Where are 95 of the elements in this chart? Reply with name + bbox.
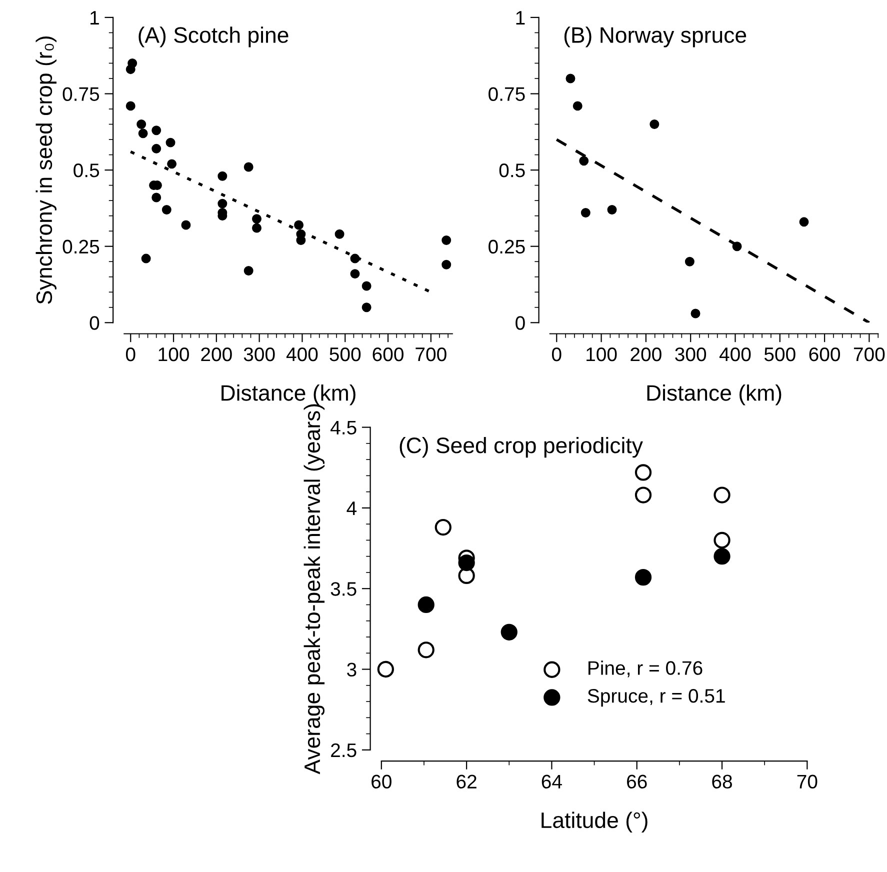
point xyxy=(500,624,518,640)
x-tick-label: 0 xyxy=(552,347,562,362)
chart-title: (C) Seed crop periodicity xyxy=(400,436,643,458)
point xyxy=(650,120,660,129)
point xyxy=(218,171,228,181)
y-tick-label: 0.75 xyxy=(488,87,525,101)
x-axis-title: Latitude (°) xyxy=(542,812,648,832)
x-tick-label: 60 xyxy=(372,774,392,789)
point xyxy=(572,101,582,111)
x-tick-label: 100 xyxy=(586,347,617,362)
y-tick-label: 0 xyxy=(516,316,525,330)
x-tick-label: 200 xyxy=(201,347,232,362)
y-axis-title: Synchrony in seed crop (r₀) xyxy=(36,36,56,304)
y-tick-label: 0.5 xyxy=(499,164,525,178)
x-tick-label: 500 xyxy=(764,347,796,362)
y-tick-label: 3.5 xyxy=(330,582,356,596)
point xyxy=(418,642,434,658)
x-tick-label: 500 xyxy=(330,347,361,362)
point xyxy=(442,235,452,245)
chart-title: (B) Norway spruce xyxy=(564,26,746,48)
y-tick-label: 1 xyxy=(516,11,525,24)
x-tick-label: 200 xyxy=(630,347,662,362)
point xyxy=(634,486,652,504)
x-tick-label: 700 xyxy=(854,347,885,362)
point xyxy=(634,568,652,586)
legend-label: Pine, r = 0.76 xyxy=(588,660,702,678)
point xyxy=(141,254,151,264)
y-tick-label: 1 xyxy=(90,11,99,24)
point xyxy=(162,204,172,214)
x-tick-label: 70 xyxy=(797,774,818,789)
x-tick-label: 100 xyxy=(158,347,189,362)
point xyxy=(128,58,138,68)
point xyxy=(126,101,136,111)
point xyxy=(714,548,730,565)
x-tick-label: 68 xyxy=(712,774,732,789)
point xyxy=(434,518,452,536)
point xyxy=(252,223,262,233)
x-tick-label: 62 xyxy=(456,774,476,789)
x-tick-label: 700 xyxy=(416,347,446,362)
point xyxy=(442,260,452,270)
point xyxy=(714,532,730,549)
y-tick-label: 2.5 xyxy=(331,743,356,758)
point xyxy=(362,302,372,312)
point xyxy=(152,192,162,202)
point xyxy=(252,214,262,224)
point xyxy=(362,281,372,291)
point xyxy=(458,554,475,572)
y-tick-label: 0.25 xyxy=(488,240,525,254)
y-tick-label: 0.25 xyxy=(62,240,100,254)
x-tick-label: 300 xyxy=(244,347,275,362)
chart-title: (A) Scotch pine xyxy=(138,26,288,48)
y-tick-label: 0 xyxy=(90,316,100,330)
y-tick-label: 3 xyxy=(347,662,356,676)
point xyxy=(690,308,700,318)
point xyxy=(167,159,177,169)
point xyxy=(732,242,742,252)
x-tick-label: 400 xyxy=(286,347,318,362)
point xyxy=(684,256,694,266)
x-tick-label: 600 xyxy=(809,347,840,362)
point xyxy=(218,198,228,208)
y-tick-label: 0.75 xyxy=(62,87,100,101)
x-axis-title: Distance (km) xyxy=(222,384,356,406)
y-tick-label: 4.5 xyxy=(330,420,356,435)
point xyxy=(152,126,162,136)
point xyxy=(714,486,730,504)
x-tick-label: 0 xyxy=(126,347,136,362)
point xyxy=(166,138,176,148)
point xyxy=(566,74,576,84)
y-tick-label: 0.5 xyxy=(74,164,100,178)
x-tick-label: 64 xyxy=(542,774,562,789)
x-axis-title: Distance (km) xyxy=(647,384,782,406)
point xyxy=(350,254,360,264)
point xyxy=(152,144,162,154)
point xyxy=(181,220,191,230)
point xyxy=(244,266,254,276)
point xyxy=(136,120,146,129)
x-tick-label: 400 xyxy=(719,347,751,362)
point xyxy=(350,269,360,279)
point xyxy=(334,229,344,239)
point xyxy=(634,464,652,481)
point xyxy=(799,217,809,227)
point xyxy=(579,156,589,166)
y-axis-title: Average peak-to-peak interval (years) xyxy=(304,404,325,774)
x-tick-label: 300 xyxy=(675,347,706,362)
point xyxy=(244,162,254,172)
point xyxy=(580,208,590,218)
y-tick-label: 4 xyxy=(346,502,357,515)
legend-label: Spruce, r = 0.51 xyxy=(588,688,725,707)
point xyxy=(377,660,394,678)
point xyxy=(294,220,304,230)
point xyxy=(418,596,434,614)
point xyxy=(607,204,617,214)
x-tick-label: 600 xyxy=(372,347,404,362)
x-tick-label: 66 xyxy=(627,774,647,789)
point xyxy=(138,128,148,138)
